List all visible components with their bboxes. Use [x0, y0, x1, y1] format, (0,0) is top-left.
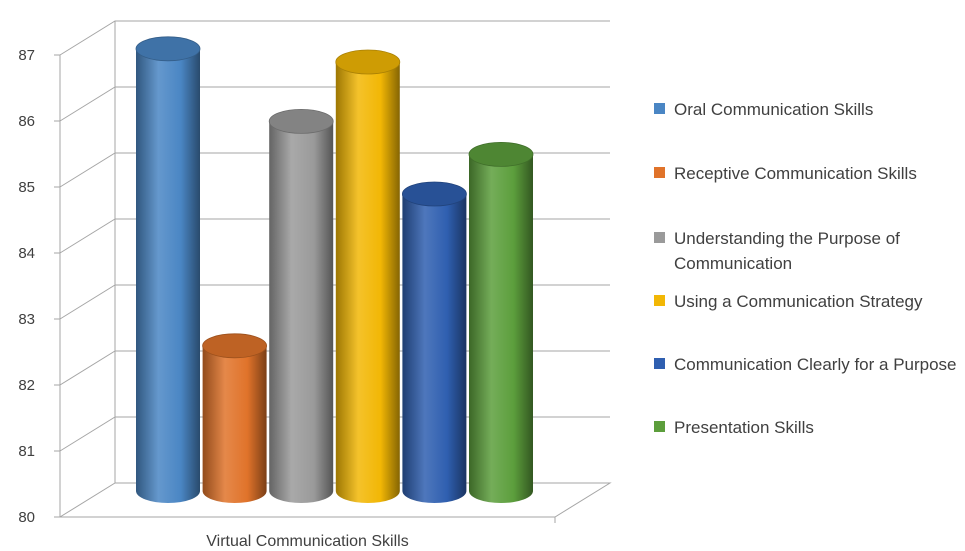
legend-swatch — [654, 421, 665, 432]
legend-swatch — [654, 167, 665, 178]
legend-item-5: Communication Clearly for a Purpose — [654, 352, 959, 377]
y-tick-label: 87 — [18, 47, 35, 64]
bar-series-group — [135, 36, 534, 504]
bar-top — [335, 49, 401, 75]
bar-3 — [268, 109, 334, 504]
gridline — [59, 86, 610, 122]
bar-top — [401, 181, 467, 207]
legend-swatch — [654, 295, 665, 306]
legend-label: Receptive Communication Skills — [674, 164, 917, 183]
legend-swatch — [654, 358, 665, 369]
legend-label: Understanding the Purpose of Communicati… — [674, 229, 900, 273]
gridline — [59, 152, 610, 188]
bar-6 — [468, 141, 534, 503]
legend-item-1: Oral Communication Skills — [654, 97, 959, 122]
y-tick-label: 80 — [18, 509, 35, 526]
bar-2 — [202, 333, 268, 503]
legend-label: Presentation Skills — [674, 418, 814, 437]
legend-label: Oral Communication Skills — [674, 100, 874, 119]
bar-body — [469, 154, 533, 503]
y-tick-label: 83 — [18, 311, 35, 328]
gridlines — [59, 20, 610, 452]
bar-top — [468, 141, 534, 167]
y-tick-label: 86 — [18, 113, 35, 130]
bar-1 — [135, 36, 201, 504]
legend-swatch — [654, 103, 665, 114]
y-tick-label: 82 — [18, 377, 35, 394]
chart-walls — [58, 21, 612, 523]
bar-body — [269, 121, 334, 504]
y-tick-label: 85 — [18, 179, 35, 196]
category-label: Virtual Communication Skills — [206, 533, 408, 550]
legend-item-6: Presentation Skills — [654, 415, 959, 440]
y-tick-label: 84 — [18, 245, 35, 262]
bar-4 — [335, 49, 401, 503]
y-tick-label: 81 — [18, 443, 35, 460]
chart-floor — [58, 482, 612, 518]
y-axis-ticks: 80 81 82 83 84 85 86 87 — [18, 47, 60, 526]
legend-item-2: Receptive Communication Skills — [654, 161, 959, 186]
bar-body — [335, 62, 400, 503]
bar-top — [135, 36, 201, 62]
bar-body — [202, 345, 267, 503]
legend-swatch — [654, 232, 665, 243]
bar-5 — [401, 181, 467, 503]
legend-label: Using a Communication Strategy — [674, 292, 923, 311]
legend-label: Communication Clearly for a Purpose — [674, 355, 957, 374]
legend-item-3: Understanding the Purpose of Communicati… — [654, 226, 959, 276]
bar-top — [202, 333, 268, 359]
bar-body — [136, 48, 200, 504]
bar-body — [402, 194, 467, 503]
legend-item-4: Using a Communication Strategy — [654, 289, 959, 314]
gridline — [59, 20, 610, 56]
bar-top — [268, 109, 334, 134]
